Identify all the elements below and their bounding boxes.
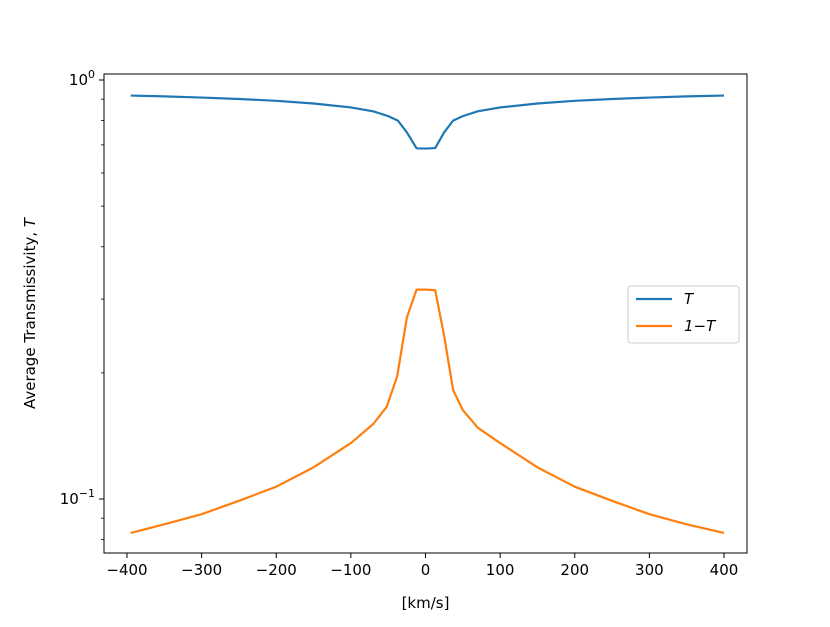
x-tick-label: 0 — [421, 561, 431, 579]
y-tick-label-exponent: −1 — [79, 487, 95, 500]
y-tick-label: 10−1 — [60, 487, 95, 508]
series-layer — [130, 94, 725, 534]
x-tick-label: 100 — [486, 561, 515, 579]
x-tick-label: −300 — [181, 561, 222, 579]
y-tick-label: 100 — [69, 68, 95, 89]
series-line-one-minus-t — [130, 288, 725, 534]
x-tick-label: 200 — [560, 561, 589, 579]
plot-frame — [103, 73, 748, 554]
x-tick-label: −400 — [106, 561, 147, 579]
y-axis-label-text: Average Transmissivity, — [21, 227, 39, 409]
y-tick-label-exponent: 0 — [88, 68, 95, 81]
series-line-t — [130, 94, 725, 150]
x-axis-ticks: −400 −300 −200 −100 0 100 200 300 400 — [106, 553, 738, 579]
x-axis-label: [km/s] — [402, 594, 450, 612]
y-tick-label-base: 10 — [69, 71, 88, 89]
x-tick-label: −200 — [256, 561, 297, 579]
y-axis-label-symbol: T — [21, 216, 39, 227]
x-tick-label: 300 — [635, 561, 664, 579]
x-tick-label: −100 — [330, 561, 371, 579]
y-tick-label-base: 10 — [60, 490, 79, 508]
legend-label-t: T — [684, 290, 695, 308]
legend: T 1−T — [627, 285, 740, 344]
legend-box — [627, 285, 740, 344]
x-tick-label: 400 — [710, 561, 739, 579]
legend-label-one-minus-t: 1−T — [684, 317, 717, 335]
y-axis-label: Average Transmissivity, T — [21, 216, 39, 409]
